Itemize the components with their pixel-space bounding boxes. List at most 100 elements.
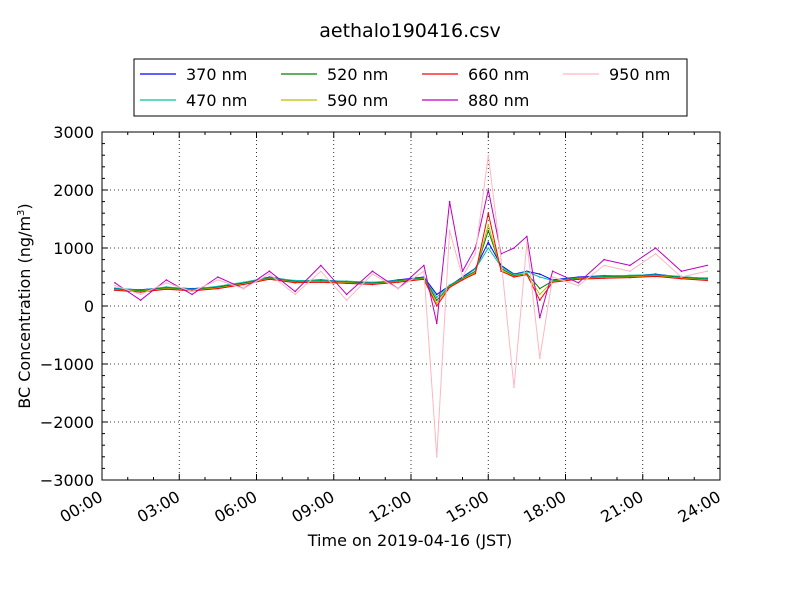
y-axis-label-main: BC Concentration (ng/m <box>15 216 34 409</box>
data-point <box>654 247 657 249</box>
data-point <box>371 273 374 275</box>
data-point <box>165 282 168 284</box>
data-point <box>268 270 271 273</box>
legend: 370 nm 470 nm 520 nm 590 nm 660 nm 880 nm 950 … <box>133 58 688 117</box>
data-point <box>435 296 438 299</box>
data-point <box>320 281 322 284</box>
data-point <box>461 270 464 273</box>
data-point <box>487 154 490 156</box>
data-point <box>487 189 490 191</box>
legend-label: 590 nm <box>327 91 388 110</box>
data-point <box>474 253 477 255</box>
y-tick-label: 0 <box>84 297 94 316</box>
y-tick-label: 1000 <box>53 239 94 258</box>
data-point <box>165 286 168 288</box>
y-axis-label: BC Concentration (ng/m3) <box>15 203 34 408</box>
y-axis-label-superscript: 3 <box>16 210 27 216</box>
data-point <box>487 247 490 249</box>
y-axis-label-end: ) <box>15 203 34 209</box>
data-point <box>294 282 296 284</box>
data-point <box>114 289 116 292</box>
data-point <box>242 281 245 284</box>
data-point <box>294 293 296 296</box>
data-point <box>139 293 142 296</box>
data-point <box>435 456 438 458</box>
data-point <box>114 282 116 284</box>
data-point <box>435 299 438 302</box>
data-point <box>294 290 296 293</box>
data-point <box>706 279 708 282</box>
data-point <box>551 270 554 273</box>
y-tick-label: 2000 <box>53 181 94 200</box>
chart-title: aethalo190416.csv <box>319 20 501 42</box>
legend-label: 880 nm <box>468 91 529 110</box>
y-tick-label: −2000 <box>40 413 94 432</box>
data-point <box>513 276 515 278</box>
data-point <box>191 293 193 296</box>
legend-box <box>133 58 688 117</box>
data-point <box>513 247 515 249</box>
data-point <box>538 293 541 296</box>
data-point <box>500 270 502 273</box>
data-point <box>435 322 438 325</box>
data-point <box>114 287 116 289</box>
data-point <box>268 273 271 275</box>
data-point <box>448 200 451 203</box>
data-point <box>217 276 219 278</box>
series-lines <box>114 154 708 458</box>
data-point <box>371 281 374 284</box>
data-point <box>139 299 142 302</box>
data-point <box>268 278 271 281</box>
data-point <box>680 270 683 273</box>
data-point <box>577 278 580 281</box>
y-tick-label: −3000 <box>40 471 94 490</box>
data-point <box>448 286 451 289</box>
data-point <box>538 273 541 275</box>
data-point <box>435 293 438 296</box>
data-point <box>114 284 116 287</box>
legend-label: 370 nm <box>186 65 247 84</box>
legend-label: 470 nm <box>186 91 247 110</box>
data-point <box>538 316 541 319</box>
legend-label: 950 nm <box>609 65 670 84</box>
data-point <box>680 277 683 280</box>
data-point <box>538 357 541 360</box>
data-point <box>487 241 490 243</box>
data-point <box>294 279 296 282</box>
data-point <box>603 258 605 261</box>
data-point <box>371 270 374 273</box>
data-point <box>435 305 438 307</box>
data-point <box>629 264 631 267</box>
data-point <box>526 270 528 273</box>
data-point <box>217 287 219 290</box>
data-point <box>448 229 451 232</box>
data-point <box>345 299 348 302</box>
legend-label: 520 nm <box>327 65 388 84</box>
data-point <box>526 241 528 243</box>
data-point <box>654 275 657 278</box>
legend-label: 660 nm <box>468 65 529 84</box>
data-point <box>345 282 348 285</box>
y-tick-label: 3000 <box>53 123 94 142</box>
data-point <box>629 270 631 273</box>
data-point <box>191 290 193 293</box>
data-point <box>706 264 708 267</box>
tick-marks <box>101 131 721 481</box>
data-point <box>165 279 168 281</box>
data-point <box>629 274 631 277</box>
data-point <box>654 253 657 255</box>
data-point <box>538 287 541 290</box>
data-point <box>397 281 399 284</box>
data-point <box>371 283 374 286</box>
data-point <box>345 280 348 282</box>
data-point <box>551 276 554 278</box>
data-point <box>320 264 322 267</box>
data-point <box>487 212 490 214</box>
data-point <box>397 287 399 290</box>
data-point <box>461 279 464 281</box>
data-point <box>538 299 541 302</box>
data-point <box>500 258 502 261</box>
data-point <box>603 264 605 267</box>
data-point <box>165 288 168 290</box>
